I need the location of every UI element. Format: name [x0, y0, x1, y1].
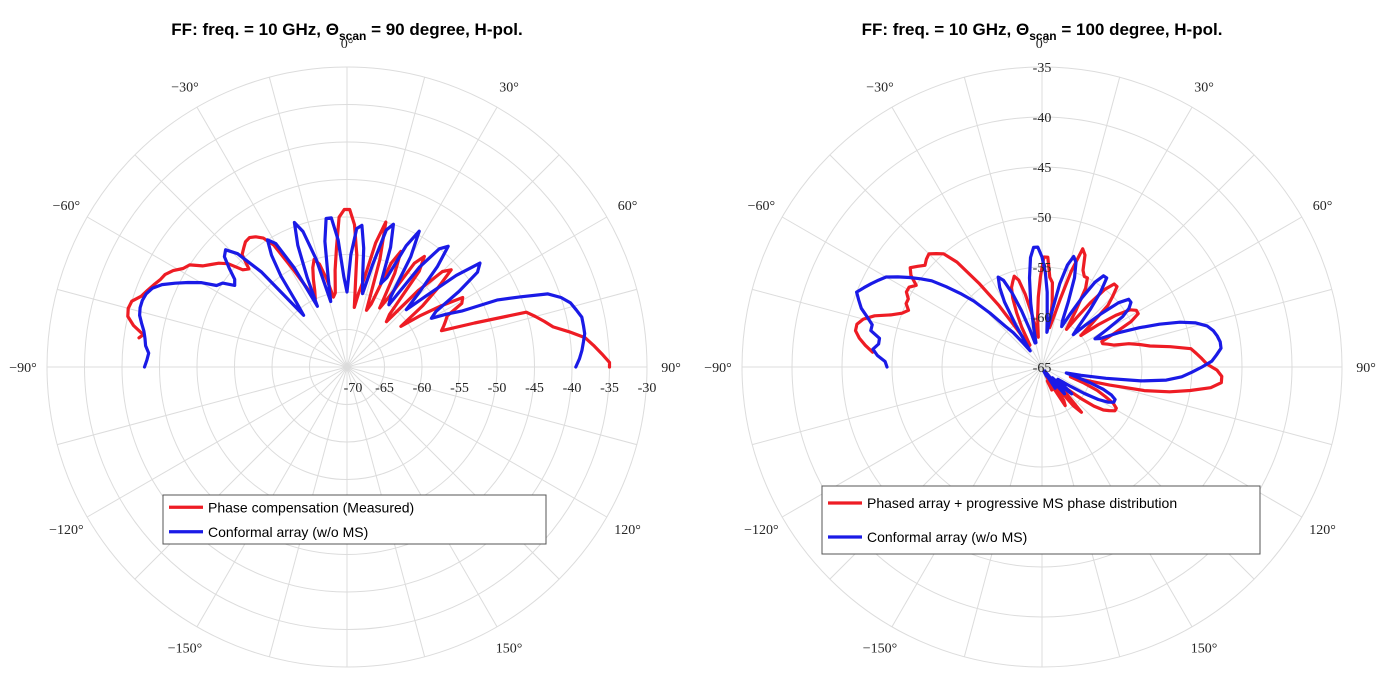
theta-tick-label: −60°	[53, 199, 81, 214]
r-tick-label: -40	[563, 381, 582, 396]
theta-tick-label: 30°	[499, 80, 519, 95]
grid-spoke	[781, 216, 1043, 368]
series-line-blue	[855, 245, 1223, 404]
legend-entry: Phased array + progressive MS phase dist…	[867, 495, 1177, 511]
theta-tick-label: −30°	[171, 80, 199, 95]
grid-spoke	[346, 106, 498, 368]
chart-title-left: FF: freq. = 10 GHz, Θscan = 90 degree, H…	[171, 20, 522, 43]
legend-box	[821, 485, 1261, 555]
theta-tick-label: 60°	[1313, 199, 1333, 214]
r-tick-label: -70	[344, 381, 363, 396]
grid-spoke	[1041, 106, 1193, 368]
series-line-blue	[138, 216, 587, 369]
grid-spoke	[1041, 77, 1121, 368]
grid-spoke	[346, 216, 608, 368]
theta-tick-label: −150°	[168, 642, 203, 657]
grid-spoke	[752, 288, 1043, 368]
grid-spoke	[346, 288, 637, 368]
r-tick-label: -35	[1033, 61, 1052, 76]
theta-tick-label: −90°	[704, 361, 732, 376]
grid-spoke	[1041, 366, 1332, 446]
grid-spoke	[346, 154, 560, 368]
r-tick-label: -30	[638, 381, 657, 396]
grid-spoke	[891, 106, 1043, 368]
grid-spoke	[346, 366, 560, 580]
theta-tick-label: 60°	[618, 199, 638, 214]
legend: Phase compensation (Measured) Conformal a…	[162, 494, 547, 545]
grid-spoke	[963, 77, 1043, 368]
r-tick-label: -45	[525, 381, 544, 396]
r-tick-label: -55	[450, 381, 469, 396]
series-line-red	[126, 207, 612, 369]
theta-tick-label: −90°	[9, 361, 37, 376]
theta-tick-label: 150°	[1191, 642, 1218, 657]
grid-spoke	[829, 154, 1043, 368]
r-tick-label: -65	[1033, 361, 1052, 376]
grid-spoke	[57, 366, 348, 446]
grid-spoke	[57, 288, 348, 368]
theta-tick-label: 90°	[661, 361, 681, 376]
grid-spoke	[1041, 216, 1303, 368]
r-tick-label: -60	[413, 381, 432, 396]
grid-spoke	[1041, 288, 1332, 368]
grid-spoke	[86, 216, 348, 368]
theta-tick-label: 120°	[1309, 523, 1336, 538]
polar-chart-right: FF: freq. = 10 GHz, Θscan = 100 degree, …	[704, 20, 1376, 686]
legend: Phased array + progressive MS phase dist…	[821, 485, 1261, 555]
theta-tick-label: −60°	[748, 199, 776, 214]
theta-tick-label: −150°	[863, 642, 898, 657]
r-tick-label: -35	[600, 381, 619, 396]
polar-chart-left: FF: freq. = 10 GHz, Θscan = 90 degree, H…	[9, 20, 681, 686]
r-tick-label: -55	[1033, 261, 1052, 276]
r-tick-label: -40	[1033, 111, 1052, 126]
r-tick-label: -50	[1033, 211, 1052, 226]
theta-tick-label: −120°	[744, 523, 779, 538]
theta-tick-label: 120°	[614, 523, 641, 538]
theta-tick-label: 30°	[1194, 80, 1214, 95]
theta-tick-label: 90°	[1356, 361, 1376, 376]
grid-spoke	[134, 366, 348, 580]
theta-tick-label: −30°	[866, 80, 894, 95]
theta-tick-label: −120°	[49, 523, 84, 538]
grid-spoke	[752, 366, 1043, 446]
grid-spoke	[346, 366, 637, 446]
legend-entry: Conformal array (w/o MS)	[867, 529, 1027, 545]
r-tick-label: -45	[1033, 161, 1052, 176]
r-tick-label: -50	[488, 381, 507, 396]
r-tick-label: -65	[375, 381, 394, 396]
grid-spoke	[86, 366, 348, 518]
grid-spoke	[134, 154, 348, 368]
grid-spoke	[346, 366, 608, 518]
grid-spoke	[196, 106, 348, 368]
series-line-red	[853, 247, 1224, 414]
grid-spoke	[268, 77, 348, 368]
legend-box	[162, 494, 547, 545]
chart-title-right: FF: freq. = 10 GHz, Θscan = 100 degree, …	[862, 20, 1223, 43]
theta-tick-label: 0°	[1036, 37, 1049, 52]
theta-tick-label: 0°	[341, 37, 354, 52]
legend-entry: Phase compensation (Measured)	[208, 499, 414, 515]
theta-tick-label: 150°	[496, 642, 523, 657]
legend-entry: Conformal array (w/o MS)	[208, 524, 368, 540]
r-tick-label: -60	[1033, 311, 1052, 326]
polar-grid	[46, 66, 648, 668]
